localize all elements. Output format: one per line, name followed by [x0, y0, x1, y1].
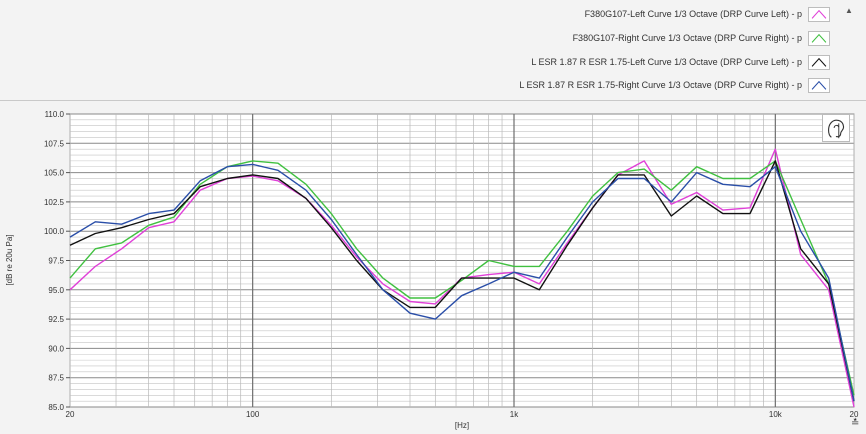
legend-label: F380G107-Left Curve 1/3 Octave (DRP Curv… — [584, 9, 802, 19]
x-tick-label: 1k — [510, 410, 519, 419]
y-tick-label: 87.5 — [48, 374, 64, 383]
ear-head-icon[interactable] — [822, 114, 850, 142]
grid-lines — [69, 113, 855, 408]
double-chevron-down-icon[interactable]: ≛ — [851, 418, 860, 429]
x-axis-title: [Hz] — [455, 421, 469, 430]
series-line-4 — [69, 163, 855, 402]
legend-item[interactable]: F380G107-Left Curve 1/3 Octave (DRP Curv… — [585, 5, 830, 23]
legend-swatch-icon — [808, 54, 830, 70]
series-line-3 — [69, 160, 855, 402]
y-tick-label: 92.5 — [48, 315, 64, 324]
y-tick-label: 100.0 — [44, 227, 65, 236]
y-axis: 85.0 87.5 90.0 92.5 95.0 97.5 100.0 102.5 105.0 1… — [44, 110, 70, 412]
legend-item[interactable]: F380G107-Right Curve 1/3 Octave (DRP Cur… — [573, 29, 830, 47]
legend-label: F380G107-Right Curve 1/3 Octave (DRP Cur… — [572, 33, 802, 43]
y-axis-title: [dB re 20u Pa] — [5, 234, 14, 285]
legend-swatch-icon — [808, 77, 830, 93]
x-axis: 20 100 1k 10k 20 — [66, 410, 859, 419]
legend-item[interactable]: L ESR 1.87 R ESR 1.75-Right Curve 1/3 Oc… — [519, 76, 830, 94]
y-tick-label: 105.0 — [44, 169, 65, 178]
series-layer — [69, 148, 855, 408]
legend-label: L ESR 1.87 R ESR 1.75-Left Curve 1/3 Oct… — [531, 57, 802, 67]
y-tick-label: 110.0 — [45, 110, 65, 119]
legend-swatch-icon — [808, 6, 830, 22]
y-tick-label: 85.0 — [48, 403, 64, 412]
y-tick-label: 107.5 — [44, 139, 65, 148]
legend-label: L ESR 1.87 R ESR 1.75-Right Curve 1/3 Oc… — [519, 80, 802, 90]
legend-panel: F380G107-Left Curve 1/3 Octave (DRP Curv… — [0, 0, 866, 101]
y-tick-label: 97.5 — [48, 257, 64, 266]
legend-item[interactable]: L ESR 1.87 R ESR 1.75-Left Curve 1/3 Oct… — [531, 53, 830, 71]
y-tick-label: 90.0 — [48, 344, 64, 353]
series-line-2 — [69, 160, 855, 396]
y-tick-label: 95.0 — [48, 286, 64, 295]
legend-swatch-icon — [808, 30, 830, 46]
x-tick-label: 100 — [246, 410, 260, 419]
chart-plot: 85.0 87.5 90.0 92.5 95.0 97.5 100.0 102.5 105.0 1… — [5, 110, 859, 430]
x-tick-label: 20 — [66, 410, 75, 419]
scroll-up-icon[interactable]: ▲ — [845, 6, 853, 15]
x-tick-label: 10k — [769, 410, 783, 419]
y-tick-label: 102.5 — [44, 198, 65, 207]
x-tick-label: 20 — [850, 410, 859, 419]
